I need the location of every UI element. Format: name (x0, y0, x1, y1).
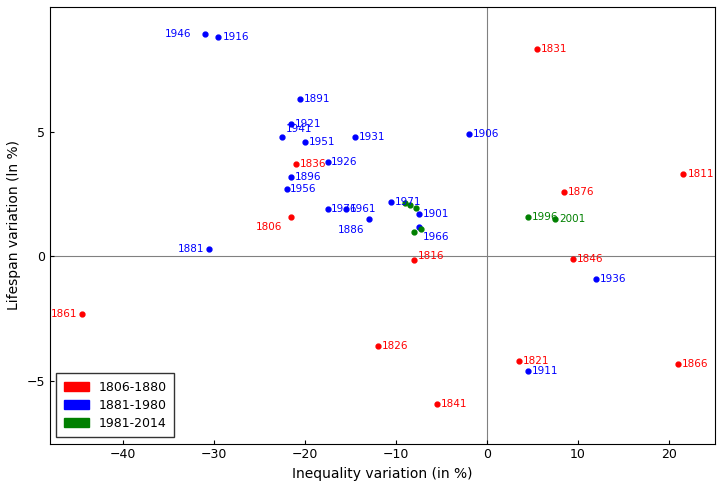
X-axis label: Inequality variation (in %): Inequality variation (in %) (292, 467, 473, 481)
Text: 1946: 1946 (165, 29, 191, 40)
Text: 1861: 1861 (51, 309, 77, 319)
Text: 1811: 1811 (687, 169, 714, 179)
Text: 1916: 1916 (223, 32, 249, 42)
Text: 1881: 1881 (178, 244, 204, 254)
Text: 1826: 1826 (381, 341, 408, 351)
Text: 1831: 1831 (541, 44, 567, 54)
Y-axis label: Lifespan variation (ln %): Lifespan variation (ln %) (7, 140, 21, 310)
Text: 1806: 1806 (256, 222, 282, 231)
Text: 1931: 1931 (359, 132, 385, 142)
Text: 1971: 1971 (395, 197, 421, 206)
Text: 1996: 1996 (531, 212, 558, 222)
Text: 1896: 1896 (295, 172, 321, 182)
Text: 1976: 1976 (331, 204, 357, 214)
Text: 1906: 1906 (473, 129, 499, 139)
Text: 1846: 1846 (577, 254, 604, 264)
Text: 1936: 1936 (600, 274, 626, 284)
Text: 1836: 1836 (299, 159, 326, 169)
Text: 1891: 1891 (304, 94, 331, 104)
Text: 1866: 1866 (682, 359, 708, 369)
Text: 1841: 1841 (441, 399, 467, 409)
Text: 1956: 1956 (290, 184, 317, 194)
Text: 1821: 1821 (523, 356, 549, 366)
Legend: 1806-1880, 1881-1980, 1981-2014: 1806-1880, 1881-1980, 1981-2014 (56, 373, 174, 437)
Text: 1921: 1921 (295, 119, 321, 129)
Text: 1926: 1926 (331, 157, 357, 167)
Text: 1876: 1876 (568, 186, 594, 197)
Text: 1966: 1966 (423, 231, 449, 242)
Text: 1911: 1911 (531, 366, 558, 376)
Text: 1961: 1961 (349, 204, 376, 214)
Text: 1941: 1941 (286, 124, 312, 134)
Text: 1816: 1816 (418, 251, 444, 262)
Text: 1951: 1951 (309, 137, 335, 147)
Text: 1901: 1901 (423, 209, 449, 219)
Text: 2001: 2001 (559, 214, 585, 224)
Text: 1886: 1886 (338, 225, 364, 235)
